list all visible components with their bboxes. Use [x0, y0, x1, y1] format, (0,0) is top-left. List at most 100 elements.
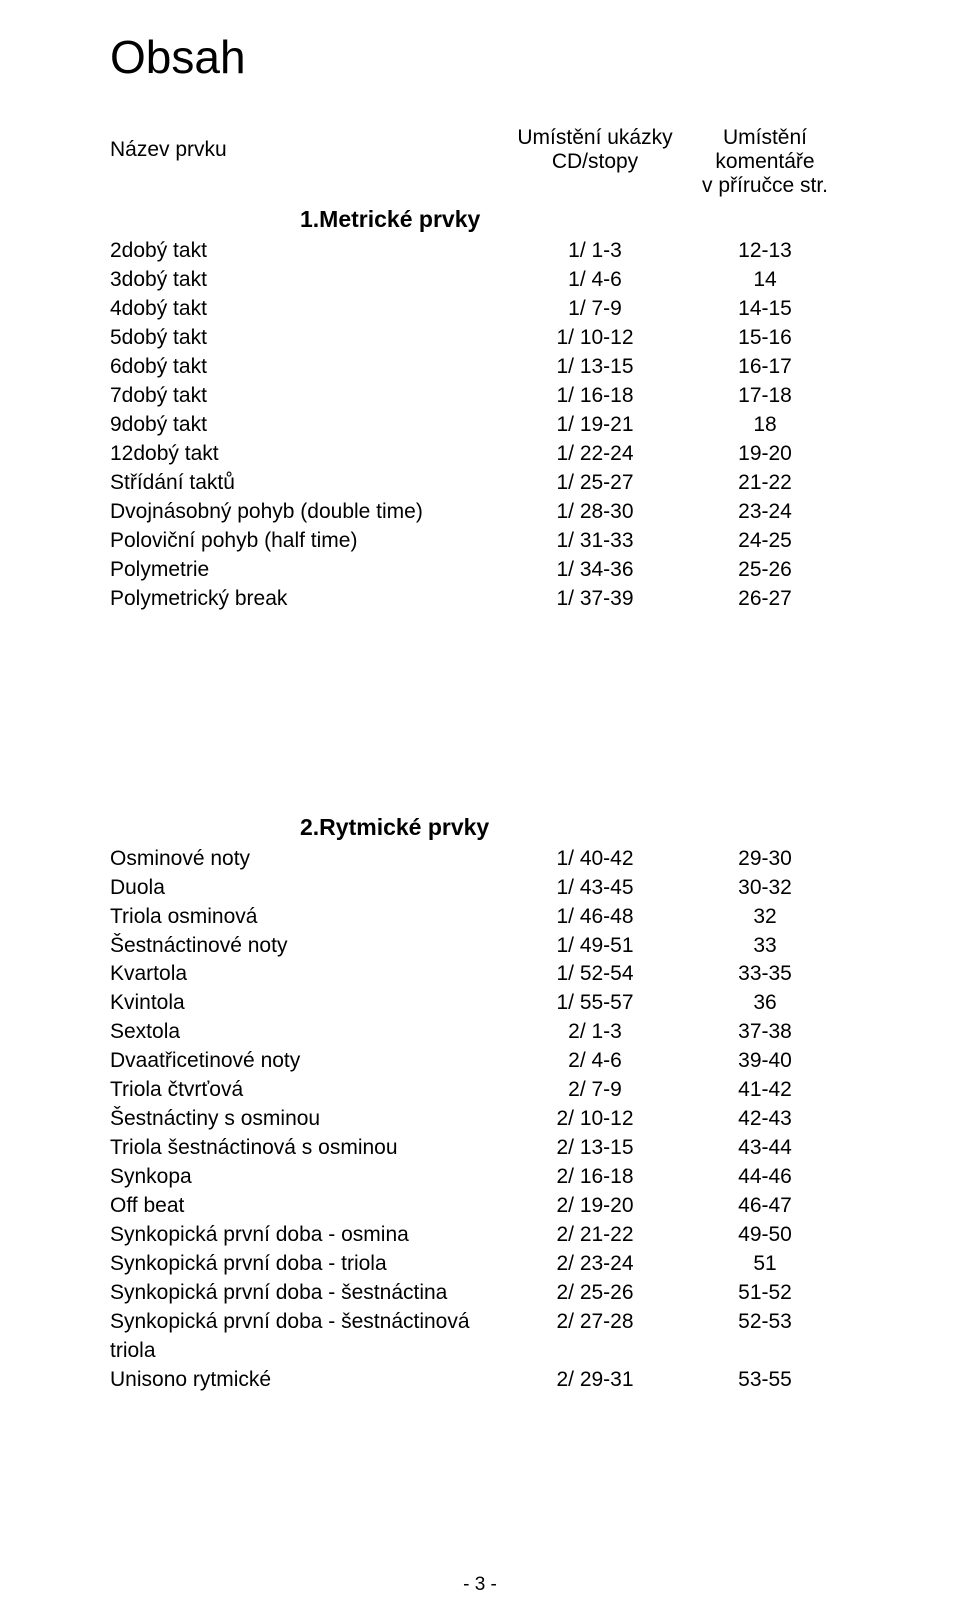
- table-row: 2dobý takt1/ 1-312-13: [110, 237, 850, 266]
- cell-page: 36: [680, 989, 850, 1018]
- cell-name: Triola šestnáctinová s osminou: [110, 1134, 510, 1163]
- table-row: Osminové noty1/ 40-4229-30: [110, 845, 850, 874]
- cell-page: 12-13: [680, 237, 850, 266]
- cell-cd: 2/ 23-24: [510, 1250, 680, 1279]
- cell-cd: 2/ 4-6: [510, 1047, 680, 1076]
- cell-name: Polymetrie: [110, 556, 510, 585]
- cell-name: Dvaatřicetinové noty: [110, 1047, 510, 1076]
- cell-name: Osminové noty: [110, 845, 510, 874]
- table-row: Sextola2/ 1-337-38: [110, 1018, 850, 1047]
- cell-cd: 1/ 46-48: [510, 903, 680, 932]
- table-row: Triola šestnáctinová s osminou2/ 13-1543…: [110, 1134, 850, 1163]
- cell-name: Sextola: [110, 1018, 510, 1047]
- cell-name: 6dobý takt: [110, 353, 510, 382]
- cell-cd: 2/ 27-28: [510, 1308, 680, 1366]
- cell-name: Polymetrický break: [110, 585, 510, 614]
- cell-name: 9dobý takt: [110, 411, 510, 440]
- table-row: 9dobý takt1/ 19-2118: [110, 411, 850, 440]
- cell-cd: 1/ 31-33: [510, 527, 680, 556]
- cell-cd: 1/ 16-18: [510, 382, 680, 411]
- header-cd-line1: Umístění ukázky: [517, 126, 672, 149]
- cell-name: 3dobý takt: [110, 266, 510, 295]
- cell-name: Triola osminová: [110, 903, 510, 932]
- cell-name: Synkopická první doba - šestnáctina: [110, 1279, 510, 1308]
- table-row: Kvartola1/ 52-5433-35: [110, 960, 850, 989]
- cell-cd: 2/ 16-18: [510, 1163, 680, 1192]
- cell-name: 7dobý takt: [110, 382, 510, 411]
- cell-name: Střídání taktů: [110, 469, 510, 498]
- cell-cd: 1/ 4-6: [510, 266, 680, 295]
- page-title: Obsah: [110, 30, 850, 84]
- table-row: Polymetrie1/ 34-3625-26: [110, 556, 850, 585]
- cell-cd: 2/ 7-9: [510, 1076, 680, 1105]
- cell-page: 49-50: [680, 1221, 850, 1250]
- table-row: 3dobý takt1/ 4-614: [110, 266, 850, 295]
- cell-cd: 1/ 7-9: [510, 295, 680, 324]
- cell-page: 16-17: [680, 353, 850, 382]
- table-row: Synkopická první doba - triola2/ 23-2451: [110, 1250, 850, 1279]
- section2-title: 2.Rytmické prvky: [300, 814, 850, 841]
- cell-name: Synkopa: [110, 1163, 510, 1192]
- header-page-line1: Umístění: [723, 126, 807, 149]
- table-row: 4dobý takt1/ 7-914-15: [110, 295, 850, 324]
- cell-name: Synkopická první doba - triola: [110, 1250, 510, 1279]
- cell-page: 14: [680, 266, 850, 295]
- section2-table: Osminové noty1/ 40-4229-30Duola1/ 43-453…: [110, 845, 850, 1395]
- cell-page: 52-53: [680, 1308, 850, 1366]
- cell-cd: 1/ 22-24: [510, 440, 680, 469]
- table-row: Synkopa2/ 16-1844-46: [110, 1163, 850, 1192]
- table-row: Synkopická první doba - osmina2/ 21-2249…: [110, 1221, 850, 1250]
- cell-page: 53-55: [680, 1366, 850, 1395]
- table-row: Off beat2/ 19-2046-47: [110, 1192, 850, 1221]
- cell-page: 46-47: [680, 1192, 850, 1221]
- cell-name: Šestnáctiny s osminou: [110, 1105, 510, 1134]
- cell-name: 5dobý takt: [110, 324, 510, 353]
- section1-table: 2dobý takt1/ 1-312-133dobý takt1/ 4-6144…: [110, 237, 850, 614]
- cell-cd: 1/ 13-15: [510, 353, 680, 382]
- cell-cd: 2/ 10-12: [510, 1105, 680, 1134]
- cell-name: Synkopická první doba - šestnáctinová tr…: [110, 1308, 510, 1366]
- cell-cd: 1/ 49-51: [510, 932, 680, 961]
- cell-page: 24-25: [680, 527, 850, 556]
- cell-name: Duola: [110, 874, 510, 903]
- cell-name: Unisono rytmické: [110, 1366, 510, 1395]
- table-row: Triola čtvrťová2/ 7-941-42: [110, 1076, 850, 1105]
- cell-page: 32: [680, 903, 850, 932]
- cell-cd: 1/ 43-45: [510, 874, 680, 903]
- cell-page: 17-18: [680, 382, 850, 411]
- table-row: Duola1/ 43-4530-32: [110, 874, 850, 903]
- cell-name: Kvintola: [110, 989, 510, 1018]
- cell-cd: 2/ 21-22: [510, 1221, 680, 1250]
- cell-page: 30-32: [680, 874, 850, 903]
- cell-page: 23-24: [680, 498, 850, 527]
- cell-cd: 1/ 55-57: [510, 989, 680, 1018]
- section-gap: [110, 614, 850, 784]
- cell-page: 29-30: [680, 845, 850, 874]
- table-row: Šestnáctiny s osminou2/ 10-1242-43: [110, 1105, 850, 1134]
- cell-page: 15-16: [680, 324, 850, 353]
- cell-name: Kvartola: [110, 960, 510, 989]
- cell-cd: 2/ 25-26: [510, 1279, 680, 1308]
- cell-cd: 1/ 37-39: [510, 585, 680, 614]
- cell-page: 25-26: [680, 556, 850, 585]
- cell-cd: 2/ 13-15: [510, 1134, 680, 1163]
- header-cd: Umístění ukázky CD/stopy: [510, 126, 680, 198]
- page-container: Obsah Název prvku Umístění ukázky CD/sto…: [0, 0, 960, 1614]
- cell-page: 44-46: [680, 1163, 850, 1192]
- section1-title: 1.Metrické prvky: [300, 206, 850, 233]
- table-row: Polymetrický break1/ 37-3926-27: [110, 585, 850, 614]
- table-row: Unisono rytmické2/ 29-3153-55: [110, 1366, 850, 1395]
- cell-page: 37-38: [680, 1018, 850, 1047]
- cell-cd: 1/ 10-12: [510, 324, 680, 353]
- table-row: Triola osminová1/ 46-4832: [110, 903, 850, 932]
- cell-cd: 2/ 19-20: [510, 1192, 680, 1221]
- cell-cd: 1/ 25-27: [510, 469, 680, 498]
- table-row: Synkopická první doba - šestnáctina2/ 25…: [110, 1279, 850, 1308]
- cell-cd: 1/ 1-3: [510, 237, 680, 266]
- table-row: Synkopická první doba - šestnáctinová tr…: [110, 1308, 850, 1366]
- cell-page: 33-35: [680, 960, 850, 989]
- cell-page: 51: [680, 1250, 850, 1279]
- table-row: Dvojnásobný pohyb (double time)1/ 28-302…: [110, 498, 850, 527]
- cell-cd: 1/ 19-21: [510, 411, 680, 440]
- cell-cd: 2/ 29-31: [510, 1366, 680, 1395]
